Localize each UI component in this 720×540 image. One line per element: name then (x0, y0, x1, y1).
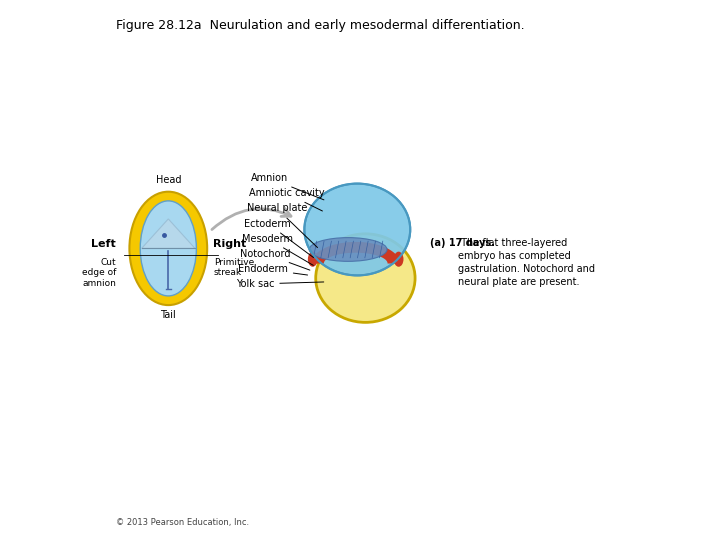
Text: Head: Head (156, 175, 181, 185)
Text: The flat three-layered
embryо has completed
gastrulation. Notochord and
neural p: The flat three-layered embryо has comple… (459, 238, 595, 287)
Text: © 2013 Pearson Education, Inc.: © 2013 Pearson Education, Inc. (116, 517, 249, 526)
Text: Left: Left (91, 239, 116, 249)
Ellipse shape (308, 252, 318, 267)
Ellipse shape (140, 201, 197, 296)
Text: (a) 17 days.: (a) 17 days. (431, 238, 495, 248)
Ellipse shape (310, 238, 387, 261)
Text: Notochord: Notochord (240, 249, 310, 270)
Text: Amnion: Amnion (251, 173, 324, 200)
Text: Mesoderm: Mesoderm (242, 234, 313, 265)
Text: Primitive
streak: Primitive streak (214, 258, 254, 278)
Text: Endoderm: Endoderm (238, 264, 307, 275)
Text: Tail: Tail (161, 310, 176, 321)
Text: Neural plate: Neural plate (246, 204, 318, 247)
Text: Cut
edge of
amnion: Cut edge of amnion (81, 258, 116, 288)
Ellipse shape (130, 192, 207, 305)
Ellipse shape (305, 184, 410, 275)
Text: Amniotic cavity: Amniotic cavity (249, 188, 325, 211)
Ellipse shape (315, 234, 415, 322)
Text: Figure 28.12a  Neurulation and early mesodermal differentiation.: Figure 28.12a Neurulation and early meso… (116, 19, 525, 32)
Text: Ectoderm: Ectoderm (245, 219, 313, 258)
Text: Right: Right (212, 239, 246, 249)
Polygon shape (142, 219, 195, 248)
Polygon shape (311, 242, 400, 264)
Ellipse shape (394, 252, 403, 267)
Text: Yolk sac: Yolk sac (236, 279, 324, 289)
